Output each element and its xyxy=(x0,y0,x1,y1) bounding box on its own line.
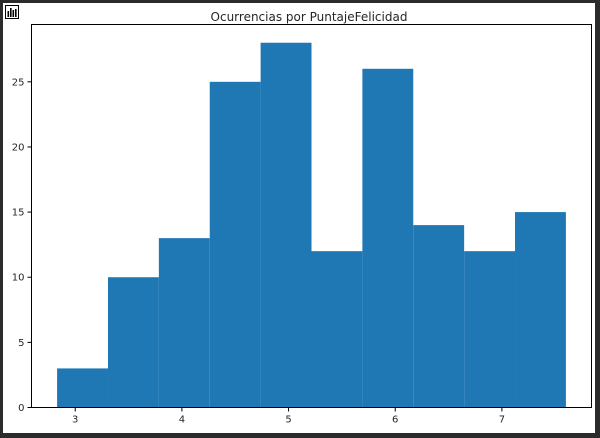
histogram-bar xyxy=(57,368,108,408)
plot-frame xyxy=(31,24,592,408)
histogram-bar xyxy=(209,81,261,408)
histogram-bar xyxy=(362,68,414,408)
figure-frame: Ocurrencias por PuntajeFelicidad 3 4 5 6 7 0… xyxy=(3,3,595,433)
x-axis: 3 4 5 6 7 xyxy=(72,407,505,426)
histogram-chart: Ocurrencias por PuntajeFelicidad 3 4 5 6 7 0… xyxy=(12,10,592,426)
y-tick-label: 20 xyxy=(12,142,25,153)
histogram-bar xyxy=(107,277,159,408)
histogram-bar xyxy=(311,251,363,408)
y-tick-label: 0 xyxy=(18,403,24,414)
bar-chart-icon[interactable] xyxy=(5,5,19,19)
x-tick-label: 3 xyxy=(72,415,78,426)
x-tick-label: 6 xyxy=(392,415,398,426)
y-tick-label: 10 xyxy=(12,273,25,284)
histogram-bar xyxy=(158,238,210,408)
histogram-bars xyxy=(57,42,566,408)
histogram-bar xyxy=(413,225,465,408)
y-tick-label: 5 xyxy=(18,338,24,349)
x-tick-label: 7 xyxy=(499,415,505,426)
x-tick-label: 5 xyxy=(285,415,291,426)
x-tick-label: 4 xyxy=(179,415,185,426)
y-tick-label: 25 xyxy=(12,77,25,88)
y-tick-label: 15 xyxy=(12,208,25,219)
histogram-bar xyxy=(464,251,516,408)
histogram-bar xyxy=(515,212,566,408)
chart-title: Ocurrencias por PuntajeFelicidad xyxy=(211,10,408,24)
y-axis: 0 5 10 15 20 25 xyxy=(12,77,32,414)
histogram-bar xyxy=(260,42,312,408)
